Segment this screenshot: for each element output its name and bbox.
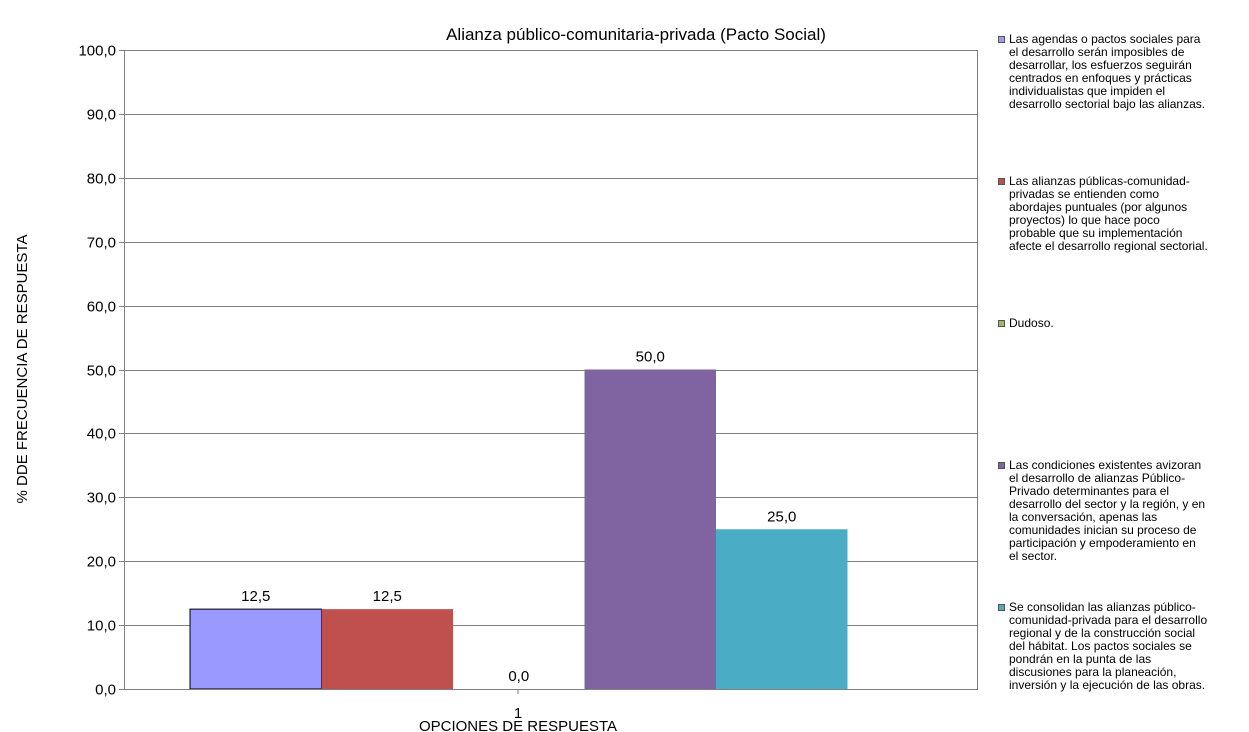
- bars: [189, 369, 848, 690]
- legend-label-1: Las agendas o pactos sociales para el de…: [1009, 32, 1206, 111]
- legend: Las agendas o pactos sociales para el de…: [998, 0, 1248, 732]
- y-tick-label: 70,0: [87, 235, 116, 252]
- y-tick-label: 80,0: [87, 171, 116, 188]
- legend-swatch-2: [998, 178, 1005, 185]
- data-label-series-4: 50,0: [636, 349, 665, 366]
- bar-series-1: [189, 608, 322, 690]
- plot-area-border: [124, 50, 978, 690]
- legend-swatch-3: [998, 320, 1005, 327]
- data-labels: 12,5 12,5 0,0 50,0 25,0: [241, 349, 796, 686]
- data-label-series-1: 12,5: [241, 588, 270, 605]
- y-tick-label: 90,0: [87, 107, 116, 124]
- y-tick-label: 60,0: [87, 299, 116, 316]
- chart: Alianza público-comunitaria-privada (Pac…: [14, 25, 978, 732]
- y-axis-title: % DDE FRECUENCIA DE RESPUESTA: [14, 235, 31, 504]
- data-label-series-5: 25,0: [767, 508, 796, 525]
- data-label-series-2: 12,5: [373, 588, 402, 605]
- legend-swatch-4: [998, 462, 1005, 469]
- legend-label-2: Las alianzas públicas-comunidad- privada…: [1009, 174, 1208, 253]
- legend-label-4: Las condiciones existentes avizoran el d…: [1009, 458, 1206, 563]
- y-tick-label: 0,0: [95, 682, 116, 699]
- bar-series-2: [321, 609, 453, 689]
- data-label-series-3: 0,0: [508, 668, 529, 685]
- legend-label-5: Se consolidan las alianzas público- comu…: [1009, 600, 1208, 692]
- legend-swatch-5: [998, 604, 1005, 611]
- legend-swatch-1: [998, 36, 1005, 43]
- y-tick-label: 10,0: [87, 618, 116, 635]
- y-tick-label: 50,0: [87, 363, 116, 380]
- y-tick-label: 30,0: [87, 490, 116, 507]
- y-tick-label: 40,0: [87, 426, 116, 443]
- y-tick-label: 100,0: [78, 43, 116, 60]
- gridlines: [124, 50, 978, 626]
- legend-label-3: Dudoso.: [1009, 316, 1054, 330]
- y-axis-ticks: 0,0 10,0 20,0 30,0 40,0 50,0 60,0 70,0 80,0 90,0 1…: [78, 43, 978, 699]
- x-axis-title: OPCIONES DE RESPUESTA: [419, 718, 617, 732]
- bar-series-5: [716, 529, 848, 689]
- x-category-label: 1: [514, 705, 522, 722]
- bar-series-4: [584, 369, 716, 689]
- y-tick-label: 20,0: [87, 554, 116, 571]
- chart-title: Alianza público-comunitaria-privada (Pac…: [446, 25, 826, 44]
